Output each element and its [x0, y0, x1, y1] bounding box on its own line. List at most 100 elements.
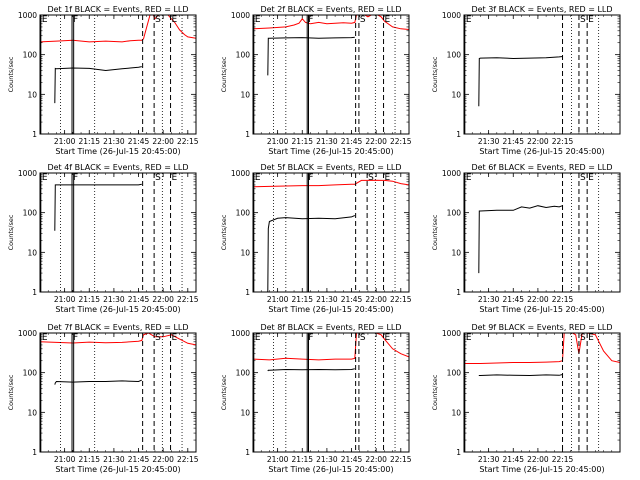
y-axis-label: Counts/sec — [7, 374, 15, 410]
chart-title: Det 7f BLACK = Events, RED = LLD — [47, 323, 188, 332]
marker-label: S — [155, 333, 161, 343]
x-tick-label: 21:45 — [502, 295, 524, 304]
y-axis-label: Counts/sec — [7, 56, 15, 92]
y-tick-label: 1000 — [442, 11, 461, 20]
chart-panel-5: Det 5f BLACK = Events, RED = LLD Counts/s… — [220, 163, 412, 314]
plot-frame — [463, 172, 621, 293]
chart-title: Det 6f BLACK = Events, RED = LLD — [471, 163, 612, 172]
y-axis-label: Counts/sec — [220, 374, 228, 410]
x-tick-label: 21:00 — [54, 295, 76, 304]
plot-frame — [39, 332, 197, 453]
marker-label: E — [588, 15, 594, 25]
x-tick-label: 21:30 — [478, 295, 500, 304]
event-rate-line — [478, 205, 563, 274]
x-tick-label: 21:15 — [291, 455, 313, 464]
y-tick-label: 1 — [456, 130, 461, 139]
x-tick-label: 21:00 — [267, 295, 289, 304]
x-tick-label: 21:45 — [128, 137, 150, 146]
plot-frame — [39, 172, 197, 293]
y-tick-label: 1 — [245, 448, 250, 457]
marker-label: E — [255, 15, 261, 25]
x-tick-label: 22:00 — [152, 295, 174, 304]
y-tick-label: 100 — [447, 209, 462, 218]
y-tick-label: 1000 — [231, 11, 250, 20]
x-axis-label: Start Time (26-Jul-15 20:45:00) — [479, 147, 604, 156]
x-tick-label: 21:45 — [341, 295, 363, 304]
event-rate-line — [478, 374, 563, 377]
y-tick-label: 1000 — [231, 329, 250, 338]
y-tick-label: 1000 — [18, 169, 37, 178]
chart-panel-1: Det 1f BLACK = Events, RED = LLD Counts/s… — [7, 5, 199, 156]
y-axis-label: Counts/sec — [431, 214, 439, 250]
y-tick-label: 100 — [447, 51, 462, 60]
x-axis-label: Start Time (26-Jul-15 20:45:00) — [55, 305, 180, 314]
marker-label: S — [580, 15, 586, 25]
x-axis-label: Start Time (26-Jul-15 20:45:00) — [268, 465, 393, 474]
y-tick-label: 100 — [23, 209, 38, 218]
x-tick-label: 21:30 — [316, 137, 338, 146]
marker-label: E — [172, 15, 178, 25]
plot-frame — [463, 14, 621, 135]
marker-label: S — [155, 173, 161, 183]
chart-panel-6: Det 6f BLACK = Events, RED = LLD Counts/s… — [431, 163, 621, 314]
x-tick-label: 22:15 — [390, 455, 412, 464]
x-tick-label: 22:00 — [527, 295, 549, 304]
x-tick-label: 22:15 — [390, 137, 412, 146]
x-axis-label: Start Time (26-Jul-15 20:45:00) — [479, 465, 604, 474]
y-axis-label: Counts/sec — [220, 56, 228, 92]
y-tick-label: 100 — [236, 369, 251, 378]
y-tick-label: 1 — [456, 448, 461, 457]
x-tick-label: 22:15 — [177, 455, 199, 464]
x-tick-label: 21:00 — [267, 455, 289, 464]
plot-frame — [463, 332, 621, 453]
x-tick-label: 21:30 — [103, 455, 125, 464]
plot-frame — [252, 172, 410, 293]
x-tick-label: 22:15 — [177, 137, 199, 146]
chart-panel-8: Det 8f BLACK = Events, RED = LLD Counts/s… — [220, 323, 412, 474]
x-tick-label: 21:30 — [103, 295, 125, 304]
x-tick-label: 22:00 — [365, 295, 387, 304]
x-tick-label: 22:15 — [552, 137, 574, 146]
x-tick-label: 22:00 — [527, 455, 549, 464]
x-tick-label: 21:45 — [128, 295, 150, 304]
event-rate-line — [54, 379, 142, 385]
x-tick-label: 22:15 — [177, 295, 199, 304]
event-rate-line — [267, 215, 355, 292]
x-tick-label: 21:30 — [103, 137, 125, 146]
x-tick-label: 22:15 — [390, 295, 412, 304]
x-tick-label: 22:00 — [152, 137, 174, 146]
y-tick-label: 1 — [32, 448, 37, 457]
y-tick-label: 1000 — [442, 169, 461, 178]
x-tick-label: 21:45 — [502, 137, 524, 146]
marker-label: E — [466, 15, 472, 25]
marker-label: S — [155, 15, 161, 25]
marker-label: E — [42, 173, 48, 183]
y-tick-label: 10 — [451, 248, 461, 257]
chart-panel-3: Det 3f BLACK = Events, RED = LLD Counts/s… — [431, 5, 621, 156]
marker-label: F — [73, 173, 78, 183]
x-tick-label: 21:30 — [478, 455, 500, 464]
marker-label: S — [580, 333, 586, 343]
x-tick-label: 21:15 — [78, 295, 100, 304]
chart-title: Det 2f BLACK = Events, RED = LLD — [260, 5, 401, 14]
marker-label: E — [385, 15, 391, 25]
marker-label: E — [588, 173, 594, 183]
y-tick-label: 10 — [451, 408, 461, 417]
x-tick-label: 21:00 — [54, 137, 76, 146]
x-axis-label: Start Time (26-Jul-15 20:45:00) — [268, 305, 393, 314]
chart-title: Det 5f BLACK = Events, RED = LLD — [260, 163, 401, 172]
marker-label: E — [172, 173, 178, 183]
y-tick-label: 1 — [245, 130, 250, 139]
x-axis-label: Start Time (26-Jul-15 20:45:00) — [55, 465, 180, 474]
x-tick-label: 21:30 — [478, 137, 500, 146]
plot-frame — [252, 332, 410, 453]
x-tick-label: 21:00 — [267, 137, 289, 146]
marker-label: E — [172, 333, 178, 343]
x-tick-label: 21:15 — [291, 137, 313, 146]
chart-title: Det 3f BLACK = Events, RED = LLD — [471, 5, 612, 14]
y-tick-label: 10 — [27, 408, 37, 417]
marker-label: S — [360, 333, 366, 343]
event-rate-line — [478, 56, 563, 107]
x-tick-label: 21:00 — [54, 455, 76, 464]
chart-title: Det 9f BLACK = Events, RED = LLD — [471, 323, 612, 332]
